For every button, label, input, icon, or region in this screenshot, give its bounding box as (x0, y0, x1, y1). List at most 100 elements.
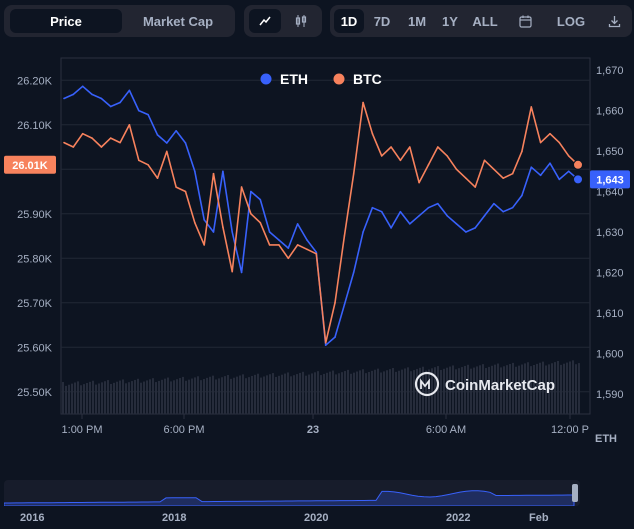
data-point-eth (558, 178, 561, 181)
data-point-eth (334, 336, 336, 338)
legend-marker-eth (260, 73, 272, 85)
volume-bar (551, 363, 553, 414)
data-point-eth (212, 231, 215, 233)
right-axis-tick: 1,630 (596, 227, 624, 239)
download-icon[interactable] (600, 9, 628, 33)
volume-bar (491, 365, 493, 414)
data-point-eth (511, 206, 514, 209)
volume-bar (395, 371, 397, 414)
range-all[interactable]: ALL (472, 13, 498, 29)
data-point-eth (390, 227, 392, 229)
volume-bar (209, 376, 211, 414)
volume-bar (272, 373, 274, 414)
data-point-eth (72, 93, 75, 96)
volume-bar (545, 365, 547, 414)
volume-bar (104, 381, 106, 414)
volume-bar (509, 364, 511, 414)
last-point-btc (573, 159, 583, 170)
range-navigator[interactable] (3, 480, 580, 507)
data-point-eth (81, 85, 84, 88)
data-point-eth (100, 97, 103, 100)
last-point-eth (573, 174, 583, 185)
data-point-eth (156, 134, 159, 136)
range-1m[interactable]: 1M (407, 13, 427, 29)
volume-bar (461, 367, 463, 414)
volume-bar (212, 375, 214, 414)
volume-bar (554, 362, 556, 414)
data-point-eth (465, 231, 467, 233)
volume-bar (452, 365, 454, 414)
data-point-eth (194, 170, 196, 173)
data-point-btc (137, 159, 140, 162)
volume-bar (398, 370, 400, 414)
candlestick-icon[interactable] (285, 9, 317, 33)
tab-price[interactable]: Price (10, 9, 122, 33)
volume-bar (506, 365, 508, 414)
volume-bar (449, 366, 451, 414)
data-point-eth (502, 210, 505, 213)
range-1y[interactable]: 1Y (442, 13, 458, 29)
calendar-icon[interactable] (510, 9, 540, 33)
volume-bar (110, 383, 112, 414)
volume-bar (80, 385, 82, 414)
volume-bar (269, 374, 271, 414)
volume-bar (278, 375, 280, 414)
volume-bar (365, 373, 367, 414)
volume-bar (284, 373, 286, 414)
volume-bar (530, 366, 532, 414)
data-point-eth (530, 166, 533, 169)
right-axis-tick: 1,600 (596, 348, 624, 360)
right-axis-tick: 1,660 (596, 106, 624, 118)
tab-market-cap[interactable]: Market Cap (142, 13, 214, 29)
data-point-btc (91, 137, 93, 139)
data-point-btc (156, 177, 159, 179)
data-point-eth (231, 231, 234, 233)
data-point-btc (231, 270, 234, 273)
volume-bar (188, 379, 190, 414)
volume-bar (74, 382, 76, 414)
data-point-eth (418, 214, 420, 217)
navigator-handle[interactable] (572, 484, 578, 502)
data-point-eth (147, 113, 149, 116)
volume-bar (62, 382, 64, 414)
volume-bar (383, 371, 385, 414)
volume-bar (374, 369, 376, 414)
range-7d[interactable]: 7D (373, 13, 391, 29)
data-point-btc (222, 226, 224, 228)
data-point-eth (137, 109, 140, 112)
volume-bar (347, 369, 349, 414)
volume-bar (98, 383, 100, 414)
data-point-btc (119, 141, 121, 144)
volume-bar (287, 372, 289, 414)
line-chart-icon[interactable] (249, 9, 281, 33)
log-toggle[interactable]: LOG (556, 13, 586, 29)
volume-bar (518, 365, 520, 414)
volume-bar (77, 381, 79, 414)
volume-bar (176, 379, 178, 414)
volume-bar (92, 380, 94, 414)
volume-bar (245, 378, 247, 414)
data-point-btc (268, 244, 271, 246)
volume-bar (338, 373, 340, 414)
volume-bar (107, 380, 109, 414)
data-point-eth (343, 303, 346, 306)
volume-bar (458, 368, 460, 414)
volume-bar (191, 378, 193, 414)
data-point-btc (287, 257, 290, 260)
right-axis-tick: 1,620 (596, 267, 624, 279)
volume-bar (359, 370, 361, 414)
range-1d[interactable]: 1D (334, 9, 364, 33)
volume-bar (170, 381, 172, 414)
data-point-eth (483, 214, 486, 217)
volume-bar (161, 379, 163, 414)
volume-bar (65, 385, 67, 414)
data-point-eth (222, 170, 224, 173)
volume-bar (125, 383, 127, 414)
x-axis-tick: 12:00 P (551, 424, 589, 436)
left-axis-tick: 25.70K (17, 298, 53, 310)
volume-bar (401, 369, 403, 414)
volume-bar (122, 379, 124, 414)
data-point-eth (91, 93, 93, 96)
volume-bar (86, 382, 88, 414)
volume-bar (482, 364, 484, 414)
